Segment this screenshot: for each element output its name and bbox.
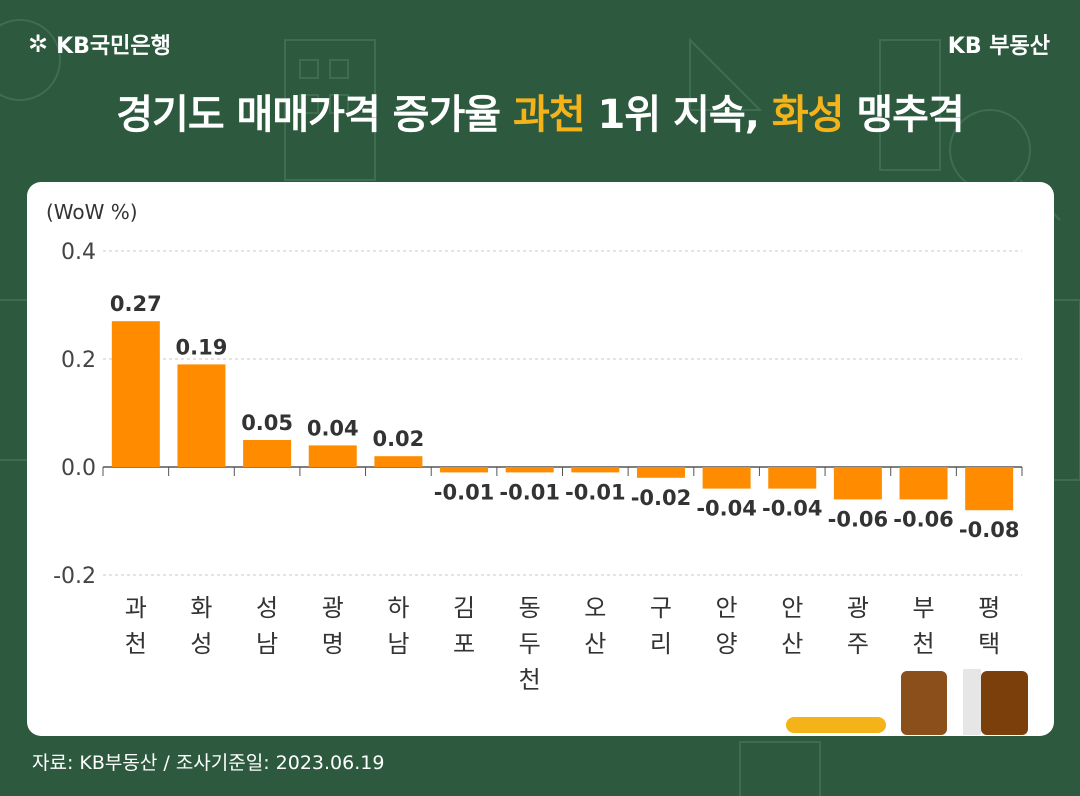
category-label-char: 성 xyxy=(256,594,278,622)
category-label-char: 안 xyxy=(781,594,803,622)
category-label-char: 하 xyxy=(387,594,409,622)
bar xyxy=(702,467,751,489)
value-label: -0.06 xyxy=(828,507,889,531)
category-label-char: 산 xyxy=(584,630,606,658)
value-label: -0.04 xyxy=(762,497,823,521)
title-highlight-1: 과천 xyxy=(513,92,586,138)
category-label-char: 광 xyxy=(322,594,344,622)
deco-brown-block-2 xyxy=(981,671,1028,735)
category-label-char: 산 xyxy=(781,630,803,658)
category-label-char: 택 xyxy=(978,630,1000,658)
bar xyxy=(243,440,292,467)
category-label-char: 천 xyxy=(125,630,147,658)
category-label-char: 천 xyxy=(912,630,934,658)
bar xyxy=(374,456,423,467)
category-label-char: 남 xyxy=(387,630,409,658)
bar xyxy=(308,445,357,467)
value-label: 0.19 xyxy=(176,335,228,359)
y-axis-unit-label: (WoW %) xyxy=(46,200,138,224)
logo-text: KB국민은행 xyxy=(56,34,171,59)
value-label: -0.01 xyxy=(434,480,495,504)
page-title: 경기도 매매가격 증가율 과천 1위 지속, 화성 맹추격 xyxy=(0,82,1080,140)
title-part1: 경기도 매매가격 증가율 xyxy=(116,92,513,138)
value-label: 0.27 xyxy=(110,292,162,316)
deco-brown-block-1 xyxy=(901,671,947,735)
category-label-char: 포 xyxy=(453,630,475,658)
title-part3: 맹추격 xyxy=(843,92,964,138)
value-label: -0.06 xyxy=(893,507,954,531)
decorative-blocks xyxy=(786,669,1028,735)
category-label-char: 안 xyxy=(716,594,738,622)
value-label: 0.04 xyxy=(307,416,359,440)
bar xyxy=(899,467,948,500)
value-label: -0.08 xyxy=(959,518,1020,542)
value-label: 0.02 xyxy=(372,427,424,451)
category-label-char: 명 xyxy=(322,630,344,658)
category-label-char: 동 xyxy=(519,594,541,622)
category-label-char: 양 xyxy=(716,630,738,658)
y-tick-label: 0.2 xyxy=(61,348,96,373)
bar xyxy=(177,364,226,467)
title-part2: 1위 지속, xyxy=(584,92,772,138)
bar xyxy=(833,467,882,500)
category-label-char: 구 xyxy=(650,594,672,622)
category-label-char: 과 xyxy=(125,594,147,622)
category-label-char: 성 xyxy=(190,630,212,658)
category-label-char: 남 xyxy=(256,630,278,658)
kb-star-icon: ✲ xyxy=(28,30,49,58)
category-label-char: 두 xyxy=(519,630,541,658)
category-label-char: 화 xyxy=(190,594,212,622)
category-label-char: 천 xyxy=(519,666,541,694)
y-tick-label: -0.2 xyxy=(53,564,96,589)
category-label-char: 광 xyxy=(847,594,869,622)
bar xyxy=(111,321,160,467)
category-label-char: 평 xyxy=(978,594,1000,622)
brand-label: KB 부동산 xyxy=(947,34,1050,59)
value-label: 0.05 xyxy=(241,411,293,435)
deco-yellow-pill xyxy=(786,717,886,733)
value-label: -0.01 xyxy=(565,480,626,504)
kb-bank-logo: ✲ KB국민은행 xyxy=(28,28,171,60)
category-label-char: 김 xyxy=(453,594,475,622)
bar xyxy=(965,467,1014,511)
y-tick-label: 0.0 xyxy=(61,456,96,481)
bar xyxy=(571,467,620,473)
bar xyxy=(440,467,489,473)
value-label: -0.01 xyxy=(499,480,560,504)
category-label-char: 주 xyxy=(847,630,869,658)
bar xyxy=(768,467,817,489)
category-label-char: 오 xyxy=(584,594,606,622)
y-tick-label: 0.4 xyxy=(61,240,96,265)
source-note: 자료: KB부동산 / 조사기준일: 2023.06.19 xyxy=(32,752,385,774)
title-highlight-2: 화성 xyxy=(771,92,845,138)
value-label: -0.02 xyxy=(631,486,692,510)
deco-grey-block xyxy=(963,669,981,735)
value-label: -0.04 xyxy=(696,497,757,521)
bar xyxy=(636,467,685,478)
bar xyxy=(505,467,554,473)
category-label-char: 부 xyxy=(912,594,934,622)
category-label-char: 리 xyxy=(650,630,672,658)
